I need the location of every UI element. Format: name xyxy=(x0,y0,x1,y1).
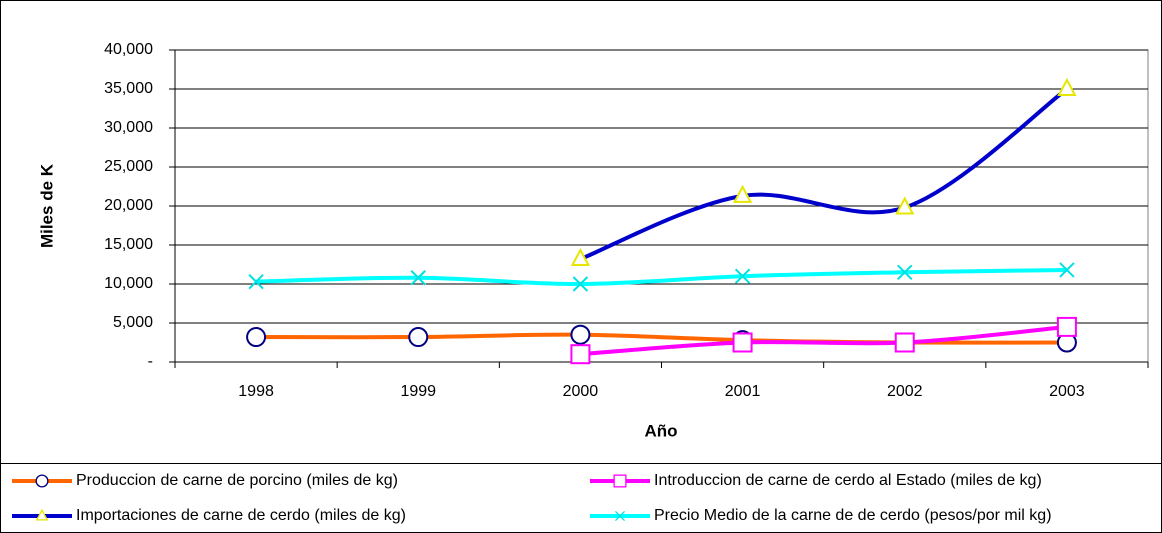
legend-label: Precio Medio de la carne de de cerdo (pe… xyxy=(654,507,1052,524)
y-tick-label: 5,000 xyxy=(113,314,153,331)
data-point xyxy=(732,184,753,203)
y-tick-label: 15,000 xyxy=(104,236,153,253)
x-tick-label: 2000 xyxy=(563,383,599,400)
data-point xyxy=(894,332,915,353)
data-point xyxy=(570,344,591,365)
x-tick-label: 2002 xyxy=(887,383,923,400)
y-tick-label: 20,000 xyxy=(104,197,153,214)
x-tick-label: 1999 xyxy=(400,383,436,400)
series-line xyxy=(256,267,1067,287)
legend-label: Produccion de carne de porcino (miles de… xyxy=(76,472,398,489)
legend-marker xyxy=(35,508,49,521)
data-point xyxy=(246,327,267,348)
x-tick-label: 2001 xyxy=(725,383,761,400)
y-tick-label: 10,000 xyxy=(104,275,153,292)
data-point xyxy=(410,270,426,286)
legend-marker xyxy=(613,474,627,488)
y-tick-label: 40,000 xyxy=(104,41,153,58)
x-tick-label: 2003 xyxy=(1049,383,1085,400)
data-point xyxy=(897,264,913,281)
data-point xyxy=(1059,262,1075,278)
x-tick-label: 1998 xyxy=(238,383,274,400)
data-point xyxy=(1057,77,1077,96)
y-tick-label: 35,000 xyxy=(104,80,153,97)
legend-label: Importaciones de carne de cerdo (miles d… xyxy=(76,507,406,524)
legend-marker xyxy=(35,474,49,488)
series-line xyxy=(580,324,1068,357)
legend-label: Introduccion de carne de cerdo al Estado… xyxy=(654,472,1042,489)
data-point xyxy=(895,196,915,215)
data-point xyxy=(1056,316,1077,337)
data-point xyxy=(732,332,753,353)
y-tick-label: 25,000 xyxy=(104,158,153,175)
data-point xyxy=(248,273,264,290)
legend-marker xyxy=(614,510,626,522)
series-line xyxy=(579,87,1069,261)
x-axis-label: Año xyxy=(644,421,677,440)
legend xyxy=(0,463,1162,533)
data-point xyxy=(408,327,429,348)
y-axis-label: Miles de K xyxy=(37,163,56,248)
data-point xyxy=(734,268,751,284)
data-point xyxy=(570,324,591,345)
y-tick-label: 30,000 xyxy=(104,119,153,136)
y-tick-label: - xyxy=(148,353,153,370)
data-point xyxy=(572,276,589,292)
data-point xyxy=(570,247,591,267)
